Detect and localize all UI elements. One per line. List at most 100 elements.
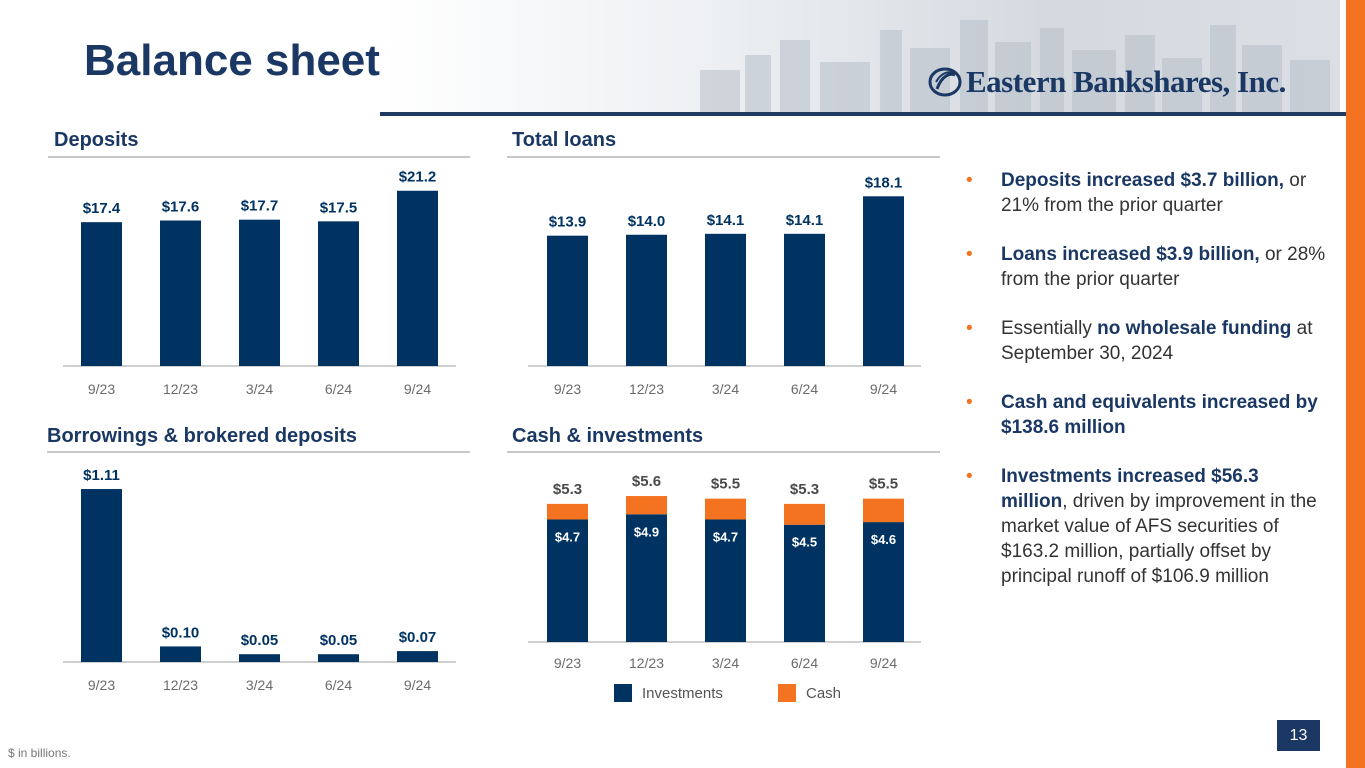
cash-total-label-3: $5.3 bbox=[790, 481, 819, 498]
cash-panel-title: Cash & investments bbox=[512, 425, 704, 447]
page-title: Balance sheet bbox=[84, 36, 380, 85]
bullet-funding-text: at September 30, 2024 bbox=[1001, 318, 1313, 364]
legend-item-investments: Investments bbox=[614, 684, 723, 702]
cash-category-label-2: 3/24 bbox=[712, 655, 739, 671]
deposits-category-label-3: 6/24 bbox=[325, 381, 352, 397]
loans-category-label-2: 3/24 bbox=[712, 381, 739, 397]
cash-segment-label-1: $4.9 bbox=[634, 524, 659, 539]
cash-bar-cash-3 bbox=[784, 503, 825, 525]
loans-value-label-4: $18.1 bbox=[865, 174, 903, 191]
bullet-dot-icon: • bbox=[966, 466, 973, 487]
borrowings-category-label-0: 9/23 bbox=[88, 677, 115, 693]
cash-bar-cash-0 bbox=[547, 503, 588, 520]
loans-category-label-0: 9/23 bbox=[554, 381, 581, 397]
bullet-loans-bold: Loans increased $3.9 billion, bbox=[1001, 244, 1260, 265]
borrowings-panel-title: Borrowings & brokered deposits bbox=[47, 425, 358, 447]
borrowings-category-label-4: 9/24 bbox=[404, 677, 431, 693]
legend-label-investments: Investments bbox=[642, 684, 723, 702]
bullet-loans-text: or 28% from the prior quarter bbox=[1001, 244, 1326, 290]
deposits-value-label-4: $21.2 bbox=[399, 169, 437, 186]
loans-category-label-1: 12/23 bbox=[629, 381, 664, 397]
key-points-list: • Deposits increased $3.7 billion, or 21… bbox=[966, 168, 1326, 613]
cash-total-label-0: $5.3 bbox=[553, 481, 582, 498]
logo-wordmark: Eastern Bankshares, Inc. bbox=[966, 64, 1286, 99]
cash-category-label-0: 9/23 bbox=[554, 655, 581, 671]
cash-bar-investments-4 bbox=[863, 522, 904, 642]
deposits-bar-4 bbox=[397, 190, 438, 366]
cash-segment-label-3: $4.5 bbox=[792, 535, 817, 550]
cash-bar-cash-2 bbox=[705, 498, 746, 520]
loans-bar-2 bbox=[705, 233, 746, 366]
loans-value-label-3: $14.1 bbox=[786, 212, 824, 229]
bullet-dot-icon: • bbox=[966, 170, 973, 191]
borrowings-bar-2 bbox=[239, 654, 280, 662]
bullet-funding-bold: no wholesale funding bbox=[1097, 318, 1292, 339]
cash-bar-investments-1 bbox=[626, 514, 667, 642]
loans-panel-title: Total loans bbox=[512, 129, 617, 151]
loans-panel-rule bbox=[507, 156, 940, 158]
loans-bar-4 bbox=[863, 196, 904, 366]
company-logo: Eastern Bankshares, Inc. bbox=[928, 64, 1286, 100]
deposits-panel-title: Deposits bbox=[54, 129, 139, 151]
borrowings-bar-1 bbox=[160, 646, 201, 662]
loans-value-label-1: $14.0 bbox=[628, 213, 666, 230]
cash-bar-cash-4 bbox=[863, 498, 904, 523]
deposits-category-label-2: 3/24 bbox=[246, 381, 273, 397]
borrowings-bar-4 bbox=[397, 651, 438, 662]
borrowings-bar-3 bbox=[318, 654, 359, 662]
bullet-funding-pre: Essentially bbox=[1001, 318, 1098, 339]
bullet-cash: • Cash and equivalents increased by $138… bbox=[966, 390, 1326, 440]
bullet-cash-bold: Cash and equivalents increased by $138.6… bbox=[1001, 392, 1318, 438]
bullet-dot-icon: • bbox=[966, 244, 973, 265]
deposits-bar-3 bbox=[318, 221, 359, 366]
cash-bar-investments-3 bbox=[784, 524, 825, 642]
legend-label-cash: Cash bbox=[806, 684, 842, 702]
deposits-value-label-3: $17.5 bbox=[320, 199, 358, 216]
logo-mark-icon bbox=[928, 67, 962, 97]
borrowings-value-label-2: $0.05 bbox=[241, 632, 279, 649]
bullet-dot-icon: • bbox=[966, 318, 973, 339]
bullet-investments-text: , driven by improvement in the market va… bbox=[1001, 491, 1317, 587]
cash-panel-rule bbox=[507, 451, 940, 453]
cash-total-label-1: $5.6 bbox=[632, 473, 661, 490]
legend-swatch-investments bbox=[614, 684, 632, 702]
bullet-deposits: • Deposits increased $3.7 billion, or 21… bbox=[966, 168, 1326, 218]
cash-segment-label-2: $4.7 bbox=[713, 529, 738, 544]
bullet-investments-bold: Investments increased $56.3 million bbox=[1001, 466, 1259, 512]
bullet-deposits-text: or 21% from the prior quarter bbox=[1001, 170, 1307, 216]
borrowings-category-label-1: 12/23 bbox=[163, 677, 198, 693]
deposits-bar-1 bbox=[160, 220, 201, 366]
cash-segment-label-4: $4.6 bbox=[871, 532, 896, 547]
cash-total-label-2: $5.5 bbox=[711, 476, 740, 493]
cash-segment-label-0: $4.7 bbox=[555, 529, 580, 544]
borrowings-category-label-3: 6/24 bbox=[325, 677, 352, 693]
cash-bar-cash-1 bbox=[626, 496, 667, 515]
bullet-loans: • Loans increased $3.9 billion, or 28% f… bbox=[966, 242, 1326, 292]
cash-category-label-3: 6/24 bbox=[791, 655, 818, 671]
cash-bar-investments-2 bbox=[705, 519, 746, 642]
footnote: $ in billions. bbox=[8, 746, 71, 760]
borrowings-value-label-3: $0.05 bbox=[320, 632, 358, 649]
borrowings-value-label-1: $0.10 bbox=[162, 624, 200, 641]
deposits-panel-rule bbox=[48, 156, 470, 158]
loans-bar-1 bbox=[626, 234, 667, 366]
page-number: 13 bbox=[1277, 720, 1320, 751]
deposits-category-label-0: 9/23 bbox=[88, 381, 115, 397]
loans-bar-0 bbox=[547, 235, 588, 366]
legend-swatch-cash bbox=[778, 684, 796, 702]
borrowings-value-label-0: $1.11 bbox=[83, 467, 120, 484]
bullet-dot-icon: • bbox=[966, 392, 973, 413]
brand-side-bar bbox=[1346, 0, 1365, 768]
loans-value-label-0: $13.9 bbox=[549, 214, 587, 231]
cash-category-label-1: 12/23 bbox=[629, 655, 664, 671]
loans-category-label-3: 6/24 bbox=[791, 381, 818, 397]
deposits-category-label-4: 9/24 bbox=[404, 381, 431, 397]
borrowings-bar-0 bbox=[81, 489, 122, 662]
loans-value-label-2: $14.1 bbox=[707, 212, 745, 229]
cash-bar-investments-0 bbox=[547, 519, 588, 642]
borrowings-panel-rule bbox=[47, 451, 470, 453]
bullet-funding: • Essentially no wholesale funding at Se… bbox=[966, 316, 1326, 366]
bullet-investments: • Investments increased $56.3 million, d… bbox=[966, 464, 1326, 589]
bullet-deposits-bold: Deposits increased $3.7 billion, bbox=[1001, 170, 1284, 191]
